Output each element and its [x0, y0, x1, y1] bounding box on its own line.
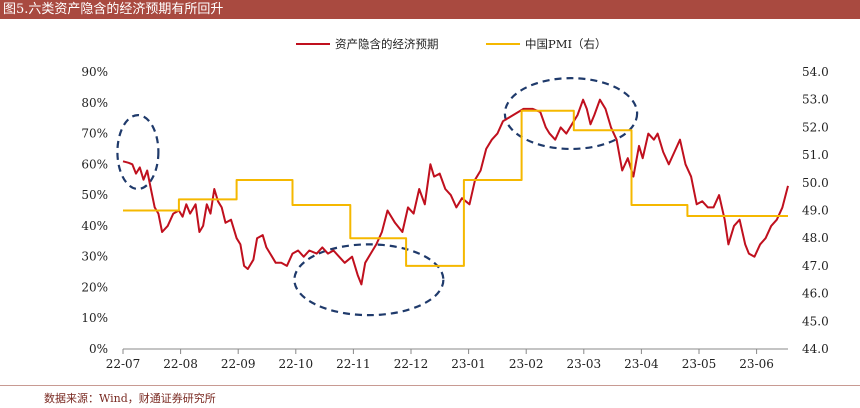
highlight-ellipse: [116, 113, 160, 191]
right-tick-label: 52.0: [802, 120, 829, 134]
right-tick-label: 53.0: [802, 93, 829, 107]
left-tick-label: 70%: [81, 127, 108, 141]
x-tick-label: 23-02: [509, 357, 544, 371]
right-tick-label: 54.0: [802, 65, 829, 79]
x-tick-label: 22-11: [336, 357, 371, 371]
left-tick-label: 10%: [81, 311, 108, 325]
x-tick-label: 23-03: [567, 357, 602, 371]
figure-title: 图5.六类资产隐含的经济预期有所回升: [3, 2, 224, 17]
right-tick-label: 44.0: [802, 342, 829, 356]
x-tick-label: 22-10: [279, 357, 314, 371]
left-tick-label: 30%: [81, 250, 108, 264]
left-tick-label: 20%: [81, 280, 108, 294]
x-tick-label: 23-05: [682, 357, 717, 371]
right-tick-label: 51.0: [802, 148, 829, 162]
left-tick-label: 80%: [81, 96, 108, 110]
right-y-axis: 44.0 45.0 46.0 47.0 48.0 49.0 50.0 51.0 52.0 53.0…: [802, 65, 829, 356]
series-line-pmi: [123, 109, 788, 267]
right-tick-label: 45.0: [802, 314, 829, 328]
right-tick-label: 50.0: [802, 176, 829, 190]
chart: 0% 10% 20% 30% 40% 50% 60% 70% 80% 90% 44.0 45.0 46…: [81, 37, 829, 371]
series-layer: [122, 98, 789, 286]
source-note: 数据来源：Wind，财通证券研究所: [44, 392, 216, 405]
right-tick-label: 49.0: [802, 204, 829, 218]
right-tick-label: 48.0: [802, 231, 829, 245]
left-tick-label: 60%: [81, 157, 108, 171]
legend-item-asset-label: 资产隐含的经济预期: [335, 37, 439, 51]
figure-title-bar: 图5.六类资产隐含的经济预期有所回升: [0, 0, 860, 19]
right-tick-label: 47.0: [802, 259, 829, 273]
highlight-ellipse: [293, 243, 445, 317]
x-tick-label: 23-04: [624, 357, 659, 371]
right-tick-label: 46.0: [802, 287, 829, 301]
series-line-asset-expectation: [122, 98, 789, 286]
x-axis: 22-07 22-08 22-09 22-10 22-11 22-12 23-01 23-02…: [106, 348, 788, 371]
x-tick-label: 22-09: [221, 357, 256, 371]
left-y-axis: 0% 10% 20% 30% 40% 50% 60% 70% 80% 90%: [81, 65, 108, 356]
x-tick-label: 22-08: [163, 357, 198, 371]
x-tick-label: 22-07: [106, 357, 141, 371]
x-tick-label: 22-12: [394, 357, 429, 371]
footer-divider: [0, 385, 860, 386]
left-tick-label: 90%: [81, 65, 108, 79]
left-tick-label: 50%: [81, 188, 108, 202]
legend: 资产隐含的经济预期 中国PMI（右）: [296, 37, 607, 51]
left-tick-label: 0%: [89, 342, 108, 356]
left-tick-label: 40%: [81, 219, 108, 233]
legend-item-pmi-label: 中国PMI（右）: [525, 37, 607, 51]
highlight-ellipses: [116, 77, 639, 317]
highlight-ellipse: [503, 77, 639, 151]
x-tick-label: 23-06: [739, 357, 774, 371]
x-tick-label: 23-01: [451, 357, 486, 371]
